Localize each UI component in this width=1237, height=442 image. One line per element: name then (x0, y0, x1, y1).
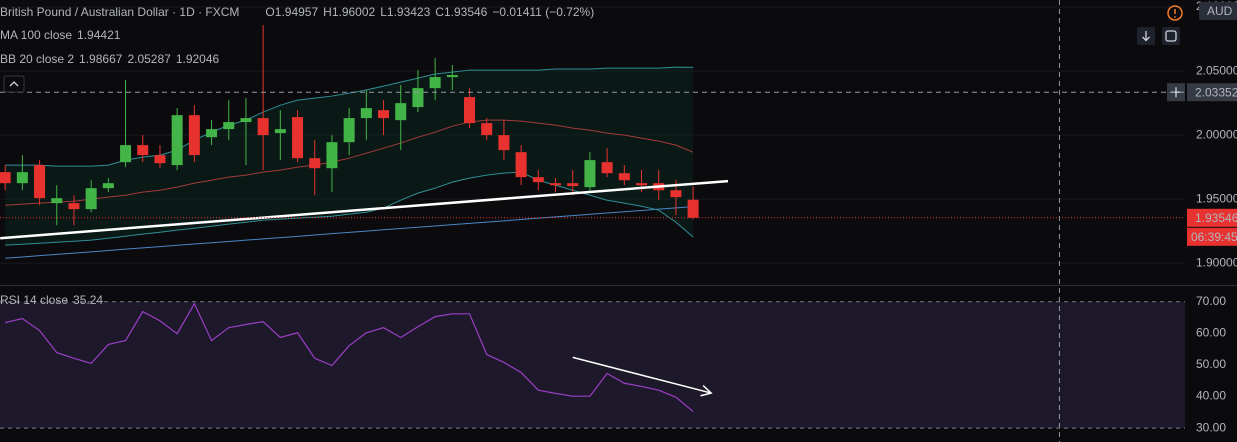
change: −0.01411 (−0.72%) (492, 5, 594, 19)
candle-body (206, 129, 218, 138)
rsi-title: RSI 14 close (0, 293, 68, 307)
price-tag-label: 1.93546 (1195, 211, 1237, 225)
crosshair-tag (1187, 83, 1237, 102)
candle-body (412, 88, 424, 108)
alert-icon[interactable] (1167, 5, 1183, 21)
candle-body (550, 183, 562, 186)
y-tick-label: 2.00000 (1196, 127, 1237, 141)
price-tag (1187, 208, 1237, 227)
price-pane (0, 6, 1185, 264)
candle-body (223, 122, 235, 130)
indicator-line (5, 119, 694, 206)
rsi-band (0, 301, 1185, 429)
candle-body (481, 123, 493, 136)
candle-body (532, 177, 544, 183)
ohlc-value: 1.94957 (275, 5, 319, 19)
collapse-button[interactable] (3, 75, 25, 93)
legend-name: MA 100 close (0, 28, 72, 42)
ohlc-prefix: L (380, 5, 387, 19)
crosshair-price: 2.03352 (1195, 85, 1237, 99)
candle-body (687, 199, 699, 218)
candle-body (343, 118, 355, 143)
candle-body (240, 118, 252, 123)
candle-body (464, 97, 476, 124)
candle-body (378, 110, 390, 119)
candle-body (257, 118, 269, 136)
y-tick-label: 2.05000 (1196, 63, 1237, 77)
candle-body (188, 115, 200, 156)
legend-value: 1.92046 (176, 52, 220, 66)
y-tick-label: 30.00 (1196, 420, 1226, 434)
rsi-line (5, 302, 694, 413)
refresh-button[interactable] (1162, 27, 1180, 45)
candle-body (429, 77, 441, 89)
download-icon (1142, 31, 1150, 42)
rsi-value: 35.24 (73, 293, 103, 307)
countdown: 06:39:45 (1191, 230, 1237, 244)
candle-body (292, 117, 304, 159)
indicator-line (5, 206, 694, 259)
ohlc-prefix: O (265, 5, 274, 19)
rsi-pane (0, 301, 1185, 429)
ohlc-prefix: C (435, 5, 444, 19)
legend-name: BB 20 close 2 (0, 52, 74, 66)
arrow (572, 356, 712, 394)
candle-body (85, 188, 97, 210)
candle-body (567, 183, 579, 187)
legend-value: 1.98667 (79, 52, 123, 66)
ohlc-value: 1.93423 (387, 5, 431, 19)
chart-title: British Pound / Australian Dollar · 1D ·… (0, 5, 239, 19)
y-tick-label: 1.90000 (1196, 255, 1237, 269)
legend-value: 1.94421 (77, 28, 121, 42)
candle-body (137, 145, 149, 156)
alert-icon-dot (1174, 16, 1176, 18)
ohlc-prefix: H (323, 5, 332, 19)
candle-body (154, 155, 166, 164)
candle-body (68, 203, 80, 210)
y-tick-label: 1.95000 (1196, 191, 1237, 205)
y-tick-label: 40.00 (1196, 389, 1226, 403)
candle-body (618, 173, 630, 181)
ohlc-value: 1.93546 (444, 5, 488, 19)
candle-body (51, 198, 63, 204)
countdown-tag (1187, 227, 1237, 246)
candle-body (670, 190, 682, 198)
candle-body (360, 108, 372, 119)
candle-body (102, 183, 114, 189)
candle-body (636, 183, 648, 186)
bb-fill (5, 67, 694, 246)
candle-body (498, 135, 510, 151)
currency-tag[interactable] (1199, 2, 1237, 20)
currency: AUD (1207, 4, 1233, 18)
candle-body (515, 152, 527, 178)
candle-body (120, 145, 132, 163)
candle-body (309, 158, 321, 169)
candle-body (395, 103, 407, 121)
y-tick-label: 70.00 (1196, 294, 1226, 308)
indicator-line (5, 66, 694, 167)
candle-body (326, 142, 338, 169)
candle-body (446, 75, 458, 78)
trend-line (0, 179, 729, 240)
collapse-icon (9, 81, 19, 87)
candle-body (601, 162, 613, 174)
overlay: British Pound / Australian Dollar · 1D ·… (0, 0, 1185, 442)
candle-body (0, 172, 11, 184)
refresh-icon (1165, 30, 1177, 42)
y-tick-label: 50.00 (1196, 357, 1226, 371)
y-tick-label: 60.00 (1196, 326, 1226, 340)
candle-body (171, 115, 183, 166)
candle-body (16, 172, 28, 184)
price-axis: 1.900001.950002.000002.050002.100002.033… (1167, 0, 1237, 434)
arrow-head (700, 384, 713, 397)
ohlc-value: 1.96002 (332, 5, 376, 19)
legend-value: 2.05287 (127, 52, 171, 66)
candle-body (34, 165, 46, 199)
candle-body (274, 129, 286, 134)
candle-body (584, 160, 596, 188)
